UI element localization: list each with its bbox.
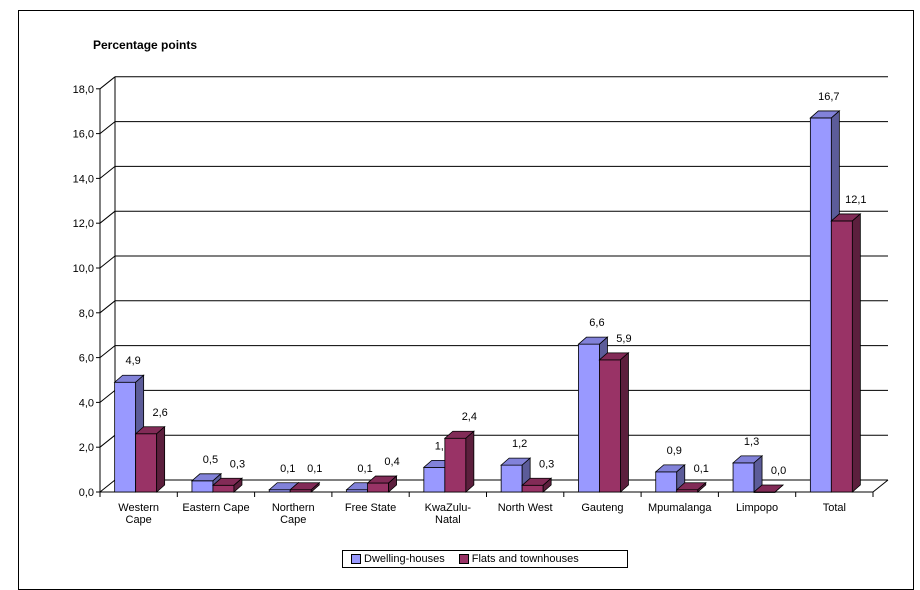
gridline-depth bbox=[99, 255, 116, 269]
y-tick-label: 2,0 bbox=[79, 442, 94, 454]
category-label: Western bbox=[118, 502, 159, 514]
y-tick-label: 10,0 bbox=[73, 263, 94, 275]
legend-swatch-dwelling bbox=[351, 554, 361, 564]
floor-right-edge bbox=[872, 479, 889, 493]
data-label: 1,2 bbox=[512, 438, 527, 450]
bar-dwelling bbox=[500, 464, 523, 493]
bar-dwelling bbox=[732, 462, 755, 493]
data-label: 0,5 bbox=[203, 454, 218, 466]
category-label: Cape bbox=[280, 514, 306, 526]
category-label: Eastern Cape bbox=[182, 502, 249, 514]
category-label: KwaZulu- bbox=[425, 502, 472, 514]
bar-side bbox=[620, 351, 629, 493]
bar-side bbox=[851, 213, 861, 493]
bar-dwelling bbox=[114, 381, 137, 493]
data-label: 16,7 bbox=[818, 91, 839, 103]
legend: Dwelling-houses Flats and townhouses bbox=[342, 550, 628, 568]
category-label: Cape bbox=[126, 514, 152, 526]
category-label: Mpumalanga bbox=[648, 502, 712, 514]
y-tick-label: 14,0 bbox=[73, 173, 94, 185]
legend-label-dwelling: Dwelling-houses bbox=[364, 553, 445, 565]
bar-side bbox=[697, 481, 707, 493]
y-tick-label: 8,0 bbox=[79, 308, 94, 320]
bar-flats bbox=[212, 484, 235, 493]
data-label: 5,9 bbox=[616, 333, 631, 345]
y-tick-label: 18,0 bbox=[73, 84, 94, 96]
data-label: 0,1 bbox=[694, 463, 709, 475]
gridline-depth bbox=[99, 210, 116, 224]
gridline-depth bbox=[99, 166, 116, 179]
bar-dwelling bbox=[809, 117, 832, 493]
y-tick-label: 0,0 bbox=[79, 487, 94, 499]
data-label: 12,1 bbox=[845, 194, 866, 206]
bar-flats bbox=[444, 437, 467, 493]
gridline-depth bbox=[99, 76, 116, 90]
bar-side bbox=[774, 484, 784, 493]
legend-label-flats: Flats and townhouses bbox=[471, 553, 579, 565]
data-label: 4,9 bbox=[126, 355, 141, 367]
legend-item-flats: Flats and townhouses bbox=[458, 553, 579, 565]
y-tick-label: 12,0 bbox=[73, 218, 94, 230]
data-label: 0,1 bbox=[280, 463, 295, 475]
gridline-depth bbox=[99, 345, 116, 358]
bar-side bbox=[233, 477, 243, 493]
category-label: Limpopo bbox=[736, 502, 778, 514]
category-label: Gauteng bbox=[581, 502, 623, 514]
bar-dwelling bbox=[655, 471, 678, 493]
data-label: 0,9 bbox=[667, 445, 682, 457]
bar-dwelling bbox=[423, 466, 446, 493]
bar-side bbox=[388, 475, 397, 493]
bar-flats bbox=[599, 359, 621, 493]
data-label: 2,6 bbox=[153, 407, 168, 419]
gridline-depth bbox=[99, 434, 116, 448]
bar-flats bbox=[135, 433, 158, 493]
gridline-depth bbox=[99, 479, 116, 493]
data-label: 0,3 bbox=[230, 458, 245, 470]
category-label: Free State bbox=[345, 502, 396, 514]
legend-swatch-flats bbox=[458, 554, 469, 564]
category-label: Natal bbox=[435, 514, 461, 526]
y-tick-label: 4,0 bbox=[79, 397, 94, 409]
data-label: 6,6 bbox=[589, 317, 604, 329]
gridline-depth bbox=[99, 390, 116, 403]
gridline-depth bbox=[99, 300, 116, 314]
bar-flats bbox=[367, 482, 389, 493]
category-label: North West bbox=[498, 502, 553, 514]
bar-chart: 0,0 2,0 4,0 6,0 8,0 10,0 12,0 14,0 16,0 18,0 4,9 2,… bbox=[73, 76, 889, 526]
bar-side bbox=[465, 430, 475, 493]
bar-dwelling bbox=[578, 343, 600, 493]
bar-dwelling bbox=[191, 480, 214, 493]
bar-side bbox=[156, 425, 166, 493]
data-label: 0,1 bbox=[357, 463, 372, 475]
y-axis-title: Percentage points bbox=[93, 38, 198, 52]
bar-flats bbox=[521, 484, 544, 493]
category-label: Northern bbox=[272, 502, 315, 514]
bar-flats bbox=[830, 220, 853, 493]
y-tick-label: 6,0 bbox=[79, 353, 94, 365]
category-label: Total bbox=[823, 502, 846, 514]
data-label: 0,1 bbox=[307, 463, 322, 475]
bar-side bbox=[310, 481, 320, 493]
data-label: 0,4 bbox=[384, 456, 399, 468]
data-label: 0,3 bbox=[539, 458, 554, 470]
data-label: 2,4 bbox=[462, 411, 477, 423]
y-tick-label: 16,0 bbox=[73, 129, 94, 141]
bar-side bbox=[542, 477, 552, 493]
legend-item-dwelling: Dwelling-houses bbox=[351, 553, 445, 565]
gridline-depth bbox=[99, 121, 116, 134]
data-label: 1,3 bbox=[744, 436, 759, 448]
data-label: 0,0 bbox=[771, 465, 786, 477]
